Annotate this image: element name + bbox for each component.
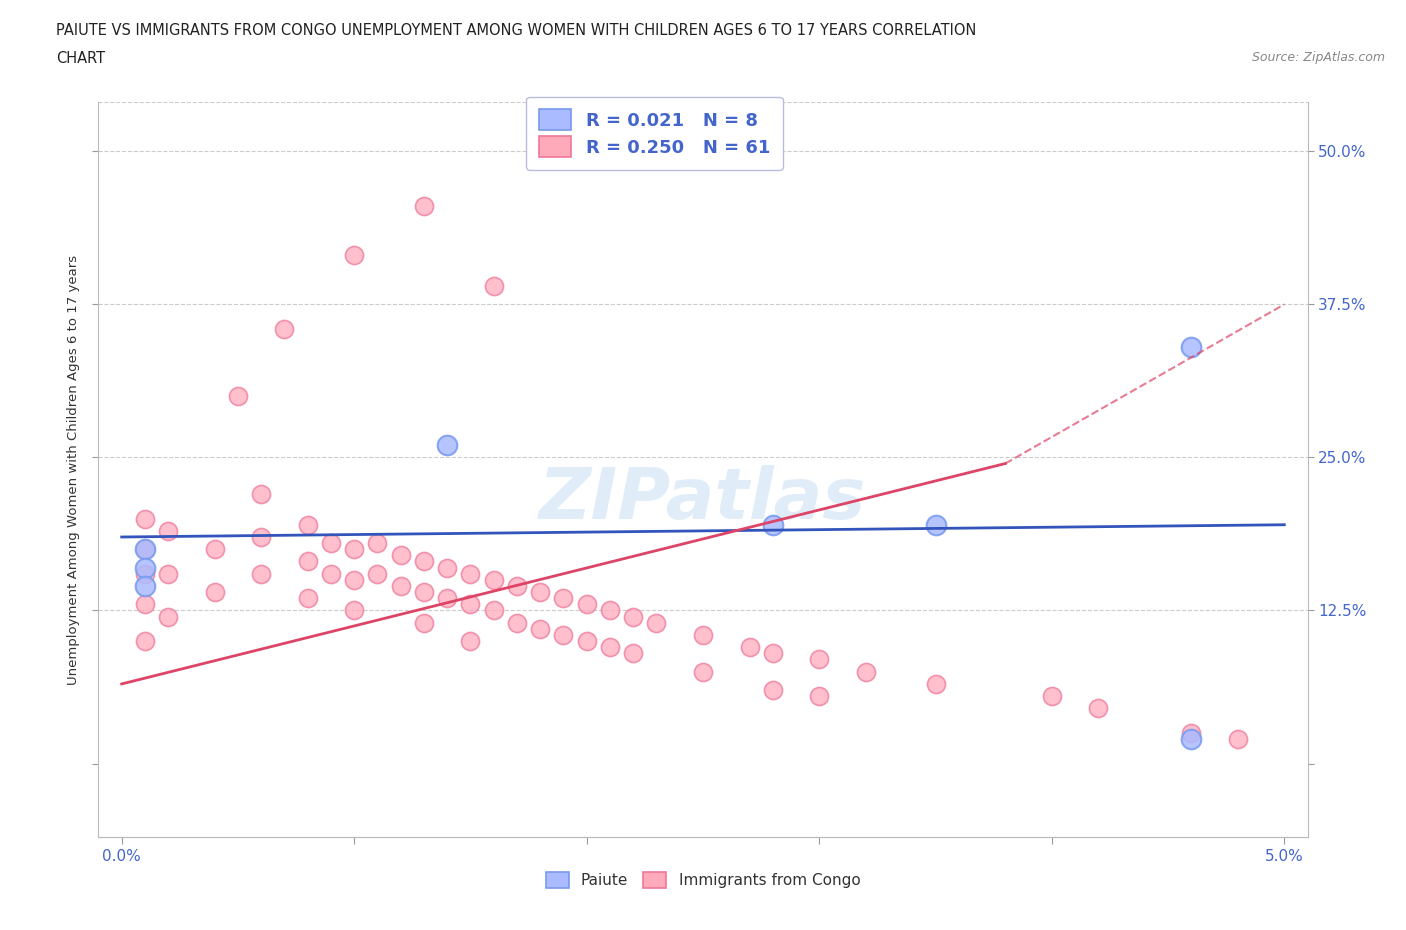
Point bbox=[157, 609, 180, 624]
Point bbox=[366, 536, 388, 551]
Point bbox=[506, 616, 529, 631]
Point bbox=[482, 603, 505, 618]
Point bbox=[529, 585, 551, 600]
Point bbox=[157, 524, 180, 538]
Point bbox=[226, 389, 249, 404]
Text: ZIPatlas: ZIPatlas bbox=[540, 465, 866, 534]
Point bbox=[808, 652, 831, 667]
Point bbox=[645, 616, 668, 631]
Point bbox=[621, 609, 644, 624]
Point bbox=[575, 633, 598, 648]
Text: CHART: CHART bbox=[56, 51, 105, 66]
Point bbox=[297, 517, 319, 532]
Point bbox=[599, 603, 621, 618]
Point bbox=[250, 529, 273, 544]
Point bbox=[1226, 732, 1249, 747]
Point bbox=[319, 536, 342, 551]
Point bbox=[599, 640, 621, 655]
Point bbox=[134, 578, 156, 593]
Point bbox=[319, 566, 342, 581]
Point bbox=[1180, 339, 1202, 354]
Point bbox=[575, 597, 598, 612]
Text: Source: ZipAtlas.com: Source: ZipAtlas.com bbox=[1251, 51, 1385, 64]
Point bbox=[204, 585, 226, 600]
Point bbox=[692, 628, 714, 643]
Point bbox=[134, 542, 156, 557]
Point bbox=[436, 438, 458, 453]
Text: PAIUTE VS IMMIGRANTS FROM CONGO UNEMPLOYMENT AMONG WOMEN WITH CHILDREN AGES 6 TO: PAIUTE VS IMMIGRANTS FROM CONGO UNEMPLOY… bbox=[56, 23, 977, 38]
Point bbox=[343, 573, 366, 588]
Y-axis label: Unemployment Among Women with Children Ages 6 to 17 years: Unemployment Among Women with Children A… bbox=[66, 255, 80, 684]
Legend: Paiute, Immigrants from Congo: Paiute, Immigrants from Congo bbox=[538, 864, 868, 896]
Point bbox=[738, 640, 761, 655]
Point bbox=[1040, 689, 1063, 704]
Point bbox=[273, 322, 295, 337]
Point bbox=[436, 591, 458, 605]
Point bbox=[553, 591, 575, 605]
Point bbox=[413, 585, 436, 600]
Point bbox=[1180, 725, 1202, 740]
Point bbox=[250, 566, 273, 581]
Point bbox=[762, 646, 785, 661]
Point bbox=[506, 578, 529, 593]
Point bbox=[157, 566, 180, 581]
Point bbox=[134, 560, 156, 575]
Point bbox=[482, 573, 505, 588]
Point bbox=[762, 517, 785, 532]
Point bbox=[460, 566, 482, 581]
Point bbox=[1087, 701, 1109, 716]
Point bbox=[413, 616, 436, 631]
Point bbox=[134, 566, 156, 581]
Point bbox=[924, 517, 946, 532]
Point bbox=[436, 560, 458, 575]
Point bbox=[553, 628, 575, 643]
Point bbox=[855, 664, 877, 679]
Point bbox=[343, 603, 366, 618]
Point bbox=[204, 542, 226, 557]
Point bbox=[297, 591, 319, 605]
Point bbox=[366, 566, 388, 581]
Point bbox=[389, 548, 412, 563]
Point bbox=[924, 676, 946, 691]
Point bbox=[343, 542, 366, 557]
Point bbox=[297, 554, 319, 569]
Point bbox=[762, 683, 785, 698]
Point bbox=[343, 248, 366, 263]
Point bbox=[692, 664, 714, 679]
Point bbox=[460, 633, 482, 648]
Point bbox=[529, 621, 551, 636]
Point bbox=[808, 689, 831, 704]
Point bbox=[482, 279, 505, 294]
Point bbox=[460, 597, 482, 612]
Point bbox=[389, 578, 412, 593]
Point bbox=[413, 554, 436, 569]
Point bbox=[621, 646, 644, 661]
Point bbox=[250, 486, 273, 501]
Point bbox=[1180, 732, 1202, 747]
Point bbox=[134, 597, 156, 612]
Point bbox=[134, 633, 156, 648]
Point bbox=[134, 512, 156, 526]
Point bbox=[134, 542, 156, 557]
Point bbox=[413, 199, 436, 214]
